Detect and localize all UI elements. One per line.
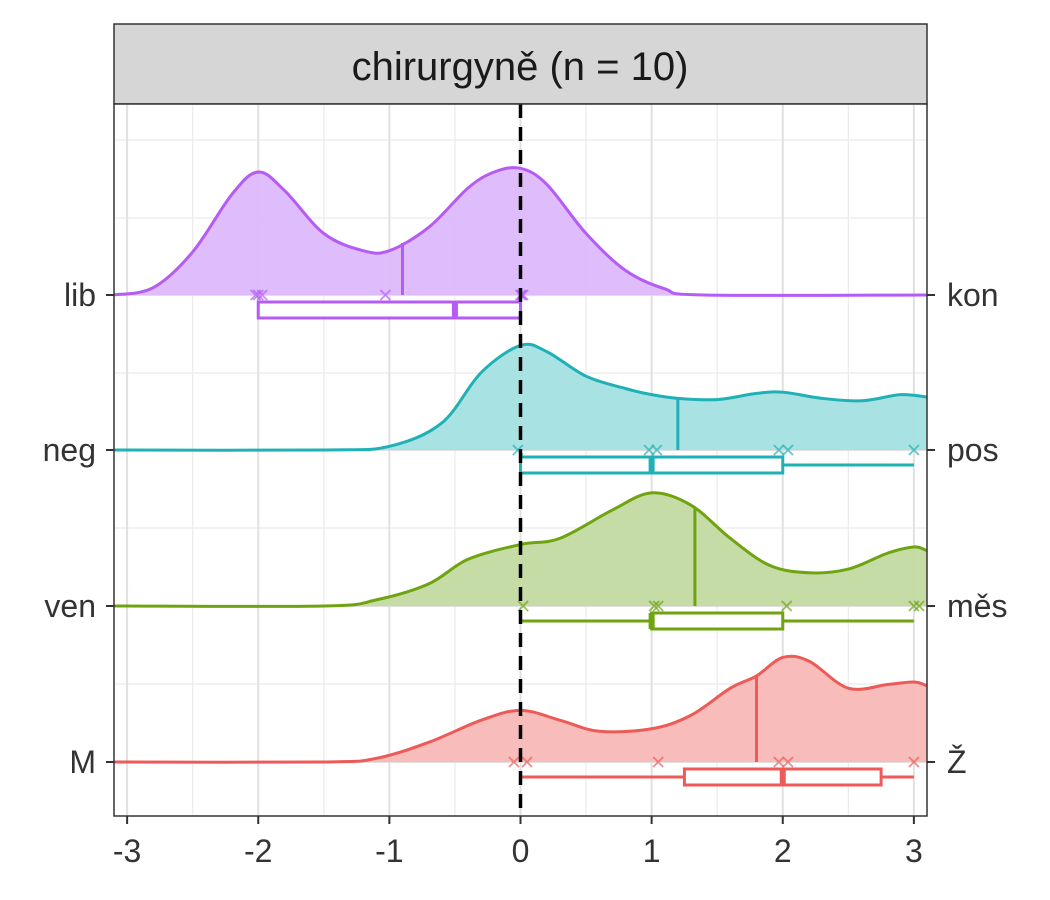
- data-point: [252, 289, 264, 301]
- strip-header: chirurgyně (n = 10): [113, 23, 928, 105]
- data-point: [651, 444, 663, 456]
- boxplot-ven: [520, 611, 914, 631]
- y-label-left: neg: [43, 432, 96, 468]
- ridge-neg: [113, 342, 928, 452]
- points-M: [508, 756, 920, 768]
- data-point: [908, 444, 920, 456]
- chart-title: chirurgyně (n = 10): [352, 45, 689, 89]
- boxplot-lib: [256, 300, 522, 320]
- data-point: [913, 600, 925, 612]
- ridge-density-line: [113, 491, 928, 608]
- y-label-right: pos: [947, 432, 999, 468]
- x-tick-label: -1: [375, 833, 403, 869]
- ridge-density-line: [113, 342, 928, 452]
- box-body: [650, 611, 785, 631]
- x-tick-label: 0: [512, 833, 530, 869]
- x-tick-label: 3: [905, 833, 923, 869]
- ridge-density-line: [113, 654, 928, 764]
- y-label-left: ven: [44, 588, 96, 624]
- y-label-right: Ž: [947, 744, 967, 780]
- data-point: [773, 444, 785, 456]
- data-point: [508, 756, 520, 768]
- y-label-left: lib: [64, 277, 96, 313]
- y-label-right: měs: [947, 588, 1007, 624]
- axes: -3 -2 -1 0 1 2 3 lib kon neg pos ven měs M Ž: [43, 277, 1008, 869]
- data-point: [521, 756, 533, 768]
- ridge-M: [113, 654, 928, 764]
- ridge-area: [114, 656, 927, 763]
- boxplot-neg: [519, 455, 914, 475]
- data-point: [773, 756, 785, 768]
- data-point: [782, 444, 794, 456]
- points-ven: [517, 600, 925, 612]
- y-label-right: kon: [947, 277, 999, 313]
- ridge-area: [114, 344, 927, 451]
- data-point: [648, 600, 660, 612]
- data-point: [782, 756, 794, 768]
- data-point: [652, 600, 664, 612]
- data-point: [908, 756, 920, 768]
- x-tick-label: -3: [113, 833, 141, 869]
- box-body: [256, 300, 522, 320]
- strip-background: [113, 23, 928, 105]
- data-point: [517, 600, 529, 612]
- ridge-density-line: [113, 166, 928, 297]
- x-tick-label: 1: [643, 833, 661, 869]
- data-point: [256, 289, 268, 301]
- y-label-left: M: [69, 744, 96, 780]
- points-neg: [512, 444, 920, 456]
- data-point: [908, 600, 920, 612]
- boxplots: [256, 300, 914, 787]
- x-tick-label: -2: [244, 833, 272, 869]
- data-point: [781, 600, 793, 612]
- boxplot-M: [520, 767, 914, 787]
- data-point: [652, 756, 664, 768]
- data-point: [379, 289, 392, 301]
- x-tick-label: 2: [774, 833, 792, 869]
